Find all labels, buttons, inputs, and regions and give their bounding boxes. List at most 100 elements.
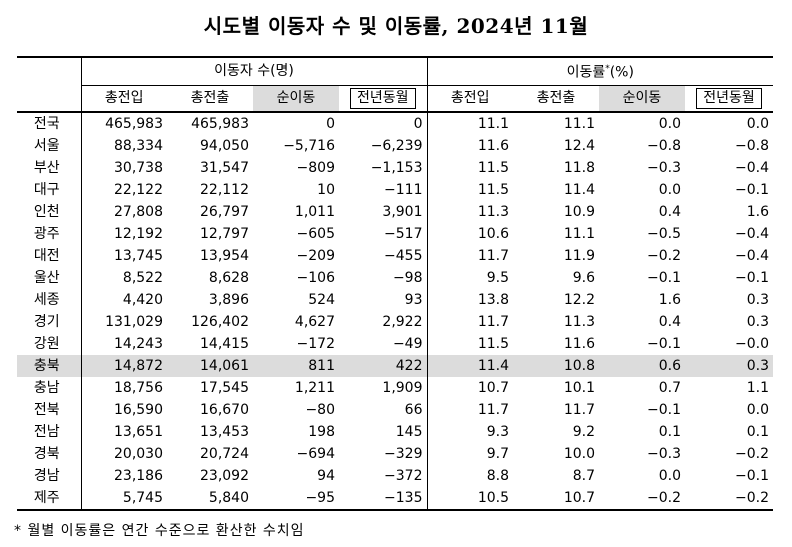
yoy-cell: −49: [392, 335, 423, 352]
rin-cell: 10.5: [426, 486, 513, 511]
rnet-cell: 0.4: [658, 203, 681, 220]
col-header-yoy-label: 전년동월: [349, 87, 416, 109]
region-cell: 전국: [33, 115, 60, 132]
net-cell: −605: [296, 225, 335, 242]
region-cell: 세종: [33, 291, 60, 308]
net-cell: −172: [296, 335, 335, 352]
ryoy-cell: −0.4: [735, 247, 769, 264]
rin-cell: 8.8: [426, 464, 513, 487]
rnet-cell: 0.1: [658, 423, 681, 440]
region-cell: 경남: [33, 467, 60, 484]
region-cell: 충남: [33, 379, 60, 396]
ryoy-cell: −0.4: [735, 225, 769, 242]
out-cell: 13,954: [200, 247, 249, 264]
region-cell: 강원: [33, 335, 60, 352]
table-row: 경기 131,029 126,402 4,627 2,922 11.7 11.3 0.4 0.3: [17, 310, 773, 333]
page-title: 시도별 이동자 수 및 이동률, 2024년 11월: [203, 14, 589, 38]
in-cell: 23,186: [80, 464, 167, 487]
rout-cell: 10.1: [563, 379, 595, 396]
region-cell: 부산: [33, 159, 60, 176]
ryoy-cell: 1.1: [746, 379, 769, 396]
col-header-rate-net: 순이동: [599, 85, 685, 113]
col-header-yoy: 전년동월: [339, 85, 427, 113]
table-row: 부산 30,738 31,547 −809 −1,153 11.5 11.8 −0.3 −0.4: [17, 156, 773, 179]
net-cell: 1,011: [294, 203, 335, 220]
rout-cell: 11.7: [563, 401, 595, 418]
rin-cell: 11.5: [426, 178, 513, 201]
rout-cell: 9.2: [572, 423, 595, 440]
rout-cell: 11.3: [563, 313, 595, 330]
col-header-rate-yoy-label: 전년동월: [696, 87, 762, 109]
yoy-cell: 2,922: [382, 313, 423, 330]
rin-cell: 9.5: [426, 266, 513, 289]
in-cell: 131,029: [80, 310, 167, 333]
yoy-cell: −111: [384, 181, 423, 198]
table-row: 충남 18,756 17,545 1,211 1,909 10.7 10.1 0.7 1.1: [17, 376, 773, 399]
in-cell: 18,756: [80, 376, 167, 399]
rout-cell: 10.8: [513, 354, 599, 377]
rnet-cell: 0.6: [599, 354, 685, 377]
rin-cell: 11.7: [426, 398, 513, 421]
col-header-rate-yoy: 전년동월: [685, 85, 773, 113]
region-cell: 전북: [33, 401, 60, 418]
footnote: * 월별 이동률은 연간 수준으로 환산한 수치임: [14, 523, 305, 539]
table-row: 강원 14,243 14,415 −172 −49 11.5 11.6 −0.1 −0.0: [17, 332, 773, 355]
rnet-cell: −0.5: [647, 225, 681, 242]
ryoy-cell: −0.2: [685, 486, 773, 511]
rnet-cell: 0.7: [658, 379, 681, 396]
rin-cell: 11.3: [426, 200, 513, 223]
yoy-cell: 1,909: [382, 379, 423, 396]
yoy-cell: 66: [404, 401, 423, 418]
region-cell: 인천: [33, 203, 60, 220]
rout-cell: 10.0: [563, 445, 595, 462]
table-row: 제주 5,745 5,840 −95 −135 10.5 10.7 −0.2 −0.2: [17, 486, 773, 511]
net-cell: −80: [305, 401, 335, 418]
table-row: 인천 27,808 26,797 1,011 3,901 11.3 10.9 0.4 1.6: [17, 200, 773, 223]
rin-cell: 11.1: [426, 111, 513, 135]
rin-cell: 11.7: [426, 310, 513, 333]
out-cell: 12,797: [200, 225, 249, 242]
net-cell: −5,716: [283, 137, 335, 154]
rnet-cell: −0.3: [647, 159, 681, 176]
table-row: 울산 8,522 8,628 −106 −98 9.5 9.6 −0.1 −0.1: [17, 266, 773, 289]
group-header-rate-unit: (%): [609, 64, 634, 81]
table-row: 광주 12,192 12,797 −605 −517 10.6 11.1 −0.5 −0.4: [17, 222, 773, 245]
col-header-net: 순이동: [253, 85, 339, 113]
col-header-rate-in: 총전입: [426, 85, 513, 113]
out-cell: 94,050: [200, 137, 249, 154]
rout-cell: 11.1: [563, 115, 595, 132]
region-cell: 전남: [33, 423, 60, 440]
region-cell: 울산: [33, 269, 60, 286]
table-row: 대전 13,745 13,954 −209 −455 11.7 11.9 −0.2 −0.4: [17, 244, 773, 267]
table-row: 전북 16,590 16,670 −80 66 11.7 11.7 −0.1 0.0: [17, 398, 773, 421]
net-cell: 811: [253, 354, 339, 377]
in-cell: 14,872: [80, 354, 167, 377]
out-cell: 17,545: [200, 379, 249, 396]
rnet-cell: 0.0: [658, 115, 681, 132]
region-cell: 광주: [33, 225, 60, 242]
table-row: 대구 22,122 22,112 10 −111 11.5 11.4 0.0 −0.1: [17, 178, 773, 201]
region-cell: 제주: [17, 486, 81, 511]
yoy-cell: −455: [384, 247, 423, 264]
rout-cell: 11.9: [563, 247, 595, 264]
out-cell: 14,061: [167, 354, 253, 377]
in-cell: 14,243: [80, 332, 167, 355]
yoy-cell: −329: [384, 445, 423, 462]
group-header-rate-label: 이동률: [566, 64, 606, 81]
yoy-cell: −135: [339, 486, 427, 511]
table-row: 세종 4,420 3,896 524 93 13.8 12.2 1.6 0.3: [17, 288, 773, 311]
rin-cell: 9.7: [426, 442, 513, 465]
ryoy-cell: −0.2: [735, 445, 769, 462]
in-cell: 16,590: [80, 398, 167, 421]
corner-cell: [17, 55, 81, 86]
region-cell: 충북: [17, 354, 81, 377]
ryoy-cell: −0.0: [735, 335, 769, 352]
in-cell: 4,420: [80, 288, 167, 311]
table-body: 전국 465,983 465,983 0 0 11.1 11.1 0.0 0.0 서울 88,334…: [17, 111, 773, 511]
net-cell: 524: [308, 291, 335, 308]
rout-cell: 10.7: [513, 486, 599, 511]
rout-cell: 10.9: [563, 203, 595, 220]
ryoy-cell: −0.1: [735, 467, 769, 484]
yoy-cell: 145: [395, 423, 423, 440]
in-cell: 88,334: [80, 134, 167, 157]
